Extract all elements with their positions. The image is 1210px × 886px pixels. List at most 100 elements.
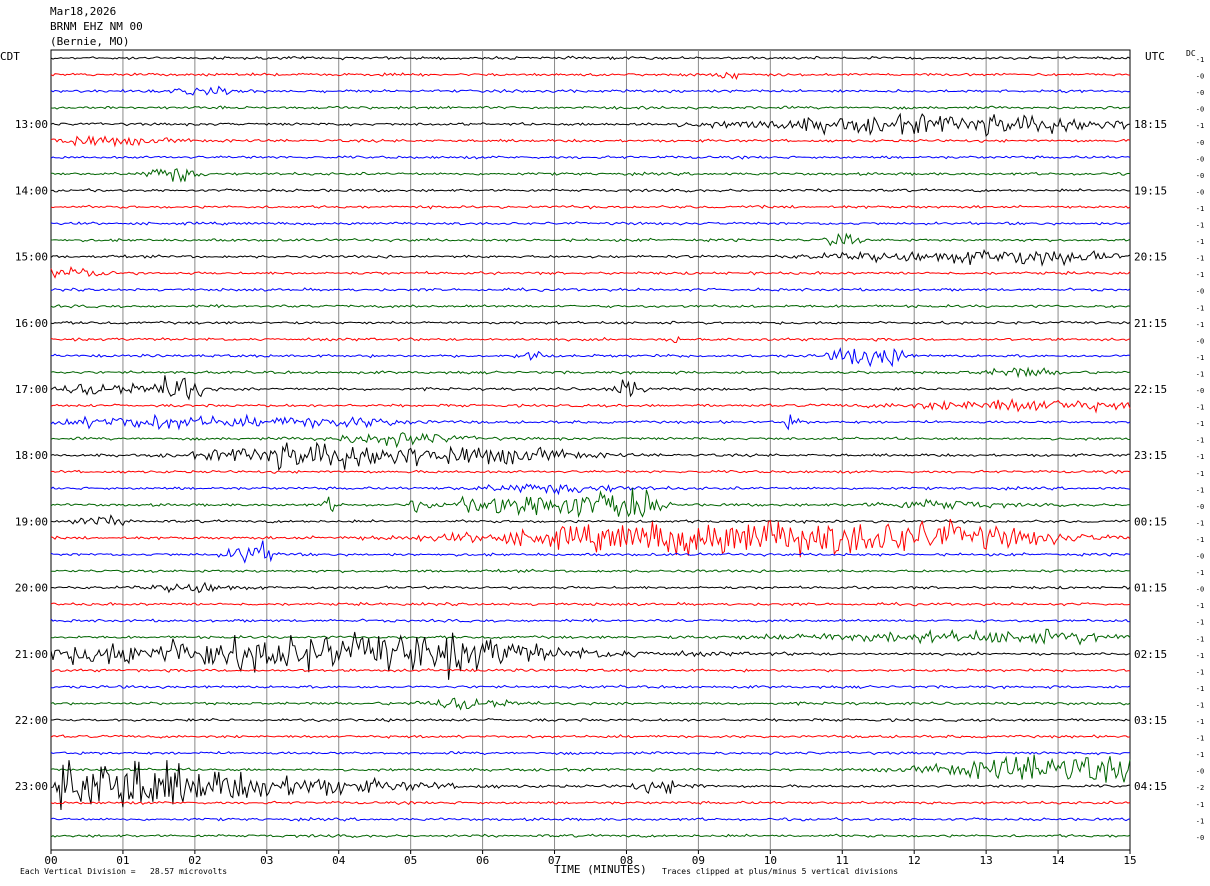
- dc-offset-label: -0: [1196, 172, 1204, 180]
- scale-note: Each Vertical Division = 28.57 microvolt…: [20, 867, 228, 876]
- trace-line: [50, 134, 1131, 148]
- right-hour-label: 02:15: [1134, 648, 1167, 661]
- left-hour-label: 20:00: [15, 582, 48, 595]
- right-hour-label: 03:15: [1134, 714, 1167, 727]
- trace-line: [50, 287, 1131, 292]
- trace-line: [50, 265, 1131, 279]
- right-hour-label: 19:15: [1134, 184, 1167, 197]
- trace-line: [50, 540, 1131, 564]
- trace-line: [50, 487, 1130, 518]
- trace-line: [50, 754, 1131, 783]
- dc-offset-label: -1: [1196, 56, 1204, 64]
- x-tick-label: 05: [404, 854, 417, 867]
- trace-line: [50, 346, 1131, 368]
- trace-line: [50, 800, 1131, 806]
- dc-offset-label: -1: [1196, 420, 1204, 428]
- dc-offset-label: -1: [1196, 222, 1204, 230]
- trace-line: [50, 204, 1131, 210]
- dc-offset-label: -0: [1196, 553, 1204, 561]
- trace-line: [50, 112, 1131, 138]
- right-hour-label: 23:15: [1134, 449, 1167, 462]
- trace-line: [50, 155, 1131, 160]
- x-tick-label: 00: [44, 854, 57, 867]
- x-tick-label: 02: [188, 854, 201, 867]
- dc-offset-label: -0: [1196, 73, 1204, 81]
- trace-line: [50, 697, 1131, 711]
- dc-offset-label: -2: [1196, 784, 1204, 792]
- trace-line: [50, 518, 1131, 558]
- dc-offset-label: -0: [1196, 387, 1204, 395]
- right-hour-label: 22:15: [1134, 383, 1167, 396]
- x-tick-label: 01: [116, 854, 129, 867]
- trace-line: [50, 55, 1131, 61]
- left-timezone-label: CDT: [0, 50, 20, 63]
- trace-line: [50, 581, 1131, 594]
- right-hour-label: 00:15: [1134, 515, 1167, 528]
- dc-offset-label: -1: [1196, 635, 1204, 643]
- dc-offset-label: -1: [1196, 404, 1204, 412]
- dc-offset-label: -1: [1196, 751, 1204, 759]
- x-axis-title: TIME (MINUTES): [554, 863, 647, 876]
- dc-offset-label: -0: [1196, 155, 1204, 163]
- dc-offset-label: -1: [1196, 122, 1204, 130]
- trace-line: [50, 188, 1131, 193]
- trace-line: [50, 168, 1131, 183]
- left-hour-label: 13:00: [15, 118, 48, 131]
- right-hour-label: 18:15: [1134, 118, 1167, 131]
- plot-frame: [50, 49, 1131, 851]
- trace-line: [50, 568, 1131, 574]
- dc-offset-label: -0: [1196, 188, 1204, 196]
- right-hour-label: 21:15: [1134, 317, 1167, 330]
- dc-label: DC: [1186, 49, 1196, 58]
- dc-offset-label: -1: [1196, 437, 1204, 445]
- trace-line: [51, 717, 1130, 723]
- location-label: (Bernie, MO): [50, 35, 130, 48]
- x-tick-label: 09: [692, 854, 705, 867]
- left-hour-label: 22:00: [15, 714, 48, 727]
- dc-offset-label: -1: [1196, 668, 1204, 676]
- left-hour-label: 14:00: [15, 184, 48, 197]
- left-hour-label: 19:00: [15, 515, 48, 528]
- trace-line: [50, 232, 1131, 247]
- trace-line: [50, 816, 1131, 822]
- dc-offset-label: -0: [1196, 586, 1204, 594]
- x-tick-label: 08: [620, 854, 633, 867]
- dc-offset-label: -1: [1196, 652, 1204, 660]
- right-hour-label: 01:15: [1134, 582, 1167, 595]
- x-tick-label: 10: [764, 854, 777, 867]
- x-tick-label: 04: [332, 854, 346, 867]
- left-hour-label: 16:00: [15, 317, 48, 330]
- trace-line: [50, 413, 1131, 431]
- trace-line: [50, 628, 1131, 646]
- dc-offset-label: -1: [1196, 735, 1204, 743]
- trace-line: [50, 734, 1131, 739]
- trace-line: [50, 249, 1131, 267]
- dc-offset-label: -1: [1196, 619, 1204, 627]
- trace-line: [50, 221, 1131, 226]
- x-tick-label: 07: [548, 854, 561, 867]
- dc-offset-label: -1: [1196, 470, 1204, 478]
- date-label: Mar18,2026: [50, 5, 117, 18]
- trace-line: [50, 469, 1131, 475]
- dc-offset-label: -1: [1196, 304, 1204, 312]
- dc-offset-label: -0: [1196, 288, 1204, 296]
- trace-line: [50, 366, 1131, 379]
- right-hour-label: 04:15: [1134, 780, 1167, 793]
- dc-offset-label: -0: [1196, 89, 1204, 97]
- trace-line: [50, 432, 1131, 449]
- trace-line: [50, 760, 1131, 811]
- dc-offset-label: -1: [1196, 453, 1204, 461]
- dc-offset-label: -0: [1196, 139, 1204, 147]
- dc-offset-label: -0: [1196, 503, 1204, 511]
- dc-offset-label: -1: [1196, 701, 1204, 709]
- right-timezone-label: UTC: [1145, 50, 1165, 63]
- left-hour-label: 15:00: [15, 251, 48, 264]
- dc-offset-label: -0: [1196, 834, 1204, 842]
- right-hour-label: 20:15: [1134, 251, 1167, 264]
- dc-offset-label: -1: [1196, 536, 1204, 544]
- dc-offset-label: -1: [1196, 602, 1204, 610]
- x-tick-label: 03: [260, 854, 273, 867]
- x-tick-label: 15: [1123, 854, 1136, 867]
- trace-line: [50, 105, 1131, 110]
